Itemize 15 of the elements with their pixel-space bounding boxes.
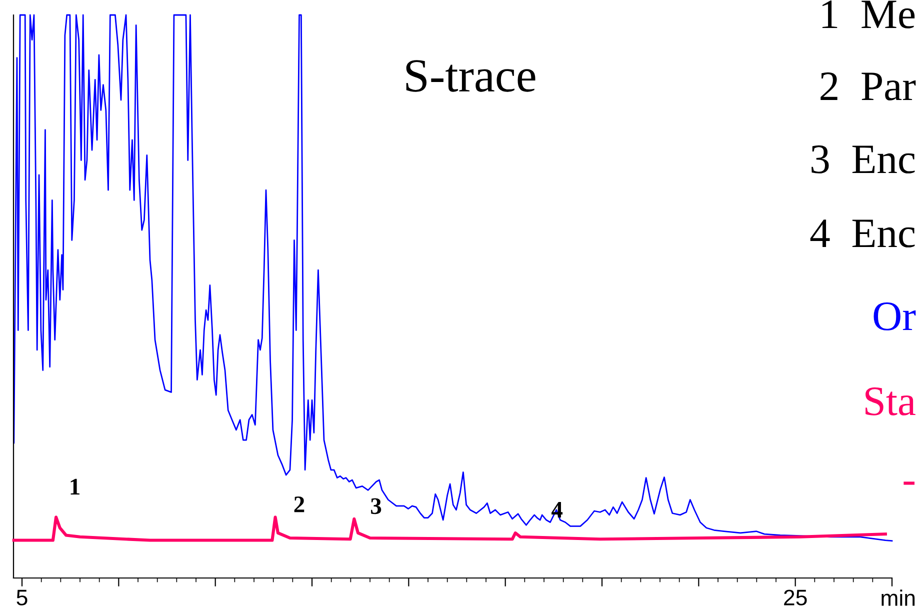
x-tick-label: 25 xyxy=(784,590,807,606)
x-axis-title: min xyxy=(882,590,915,606)
annotation: 3 Enc xyxy=(812,145,915,174)
annotation: 4 Enc xyxy=(810,220,915,248)
text: Sta xyxy=(866,387,916,416)
annotation: 2 Par xyxy=(820,72,916,100)
x-tick-label: 5 xyxy=(16,590,28,606)
annotation: 1 xyxy=(70,478,80,494)
annotation: 4 xyxy=(551,502,563,518)
annotation: 1 Me xyxy=(822,0,915,28)
text: - xyxy=(904,482,914,485)
annotation: 3 xyxy=(371,498,382,514)
annotation: 2 xyxy=(294,496,304,512)
text: Or xyxy=(874,302,916,330)
text: S-trace xyxy=(406,60,536,92)
